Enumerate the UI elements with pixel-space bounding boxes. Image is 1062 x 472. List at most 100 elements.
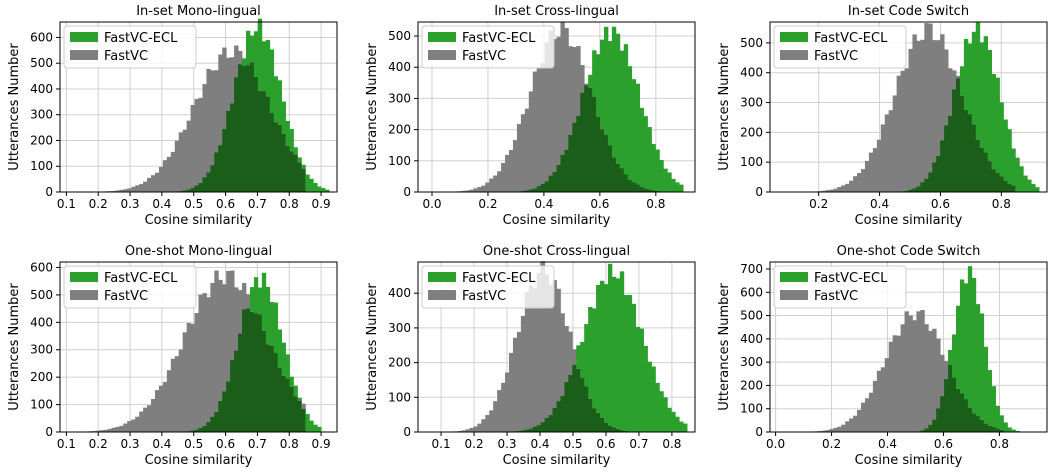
bar-fastvc bbox=[944, 361, 948, 379]
bar-fastvc bbox=[572, 47, 576, 123]
bar-overlap bbox=[199, 428, 203, 432]
bar-fastvc-ecl bbox=[988, 50, 992, 161]
bar-fastvc bbox=[560, 22, 564, 154]
bar-fastvc-ecl bbox=[980, 313, 984, 419]
bar-fastvc bbox=[477, 424, 481, 432]
bar-fastvc bbox=[909, 49, 913, 190]
bar-overlap bbox=[980, 420, 984, 432]
bar-fastvc bbox=[861, 169, 865, 192]
bar-fastvc bbox=[932, 40, 936, 162]
bar-overlap bbox=[920, 182, 924, 192]
y-tick-label: 200 bbox=[388, 123, 411, 137]
bar-fastvc-ecl bbox=[612, 27, 616, 158]
y-tick-label: 0 bbox=[403, 425, 411, 439]
bar-overlap bbox=[218, 401, 222, 432]
x-tick-label: 0.7 bbox=[629, 437, 648, 451]
bar-fastvc-ecl bbox=[671, 412, 675, 432]
bar-fastvc-ecl bbox=[984, 36, 988, 152]
bar-fastvc-ecl bbox=[313, 183, 317, 192]
bar-fastvc bbox=[509, 150, 513, 192]
x-axis-label: Cosine similarity bbox=[503, 213, 611, 228]
bar-overlap bbox=[588, 88, 592, 192]
y-tick-label: 100 bbox=[388, 390, 411, 404]
bar-fastvc bbox=[179, 132, 183, 191]
bar-overlap bbox=[596, 413, 600, 432]
bar-fastvc bbox=[845, 421, 849, 432]
bar-fastvc bbox=[877, 371, 881, 432]
bar-fastvc bbox=[163, 160, 167, 192]
bar-overlap bbox=[568, 375, 572, 432]
bar-overlap bbox=[210, 165, 214, 192]
bar-overlap bbox=[924, 428, 928, 432]
bar-fastvc bbox=[489, 179, 493, 192]
x-tick-label: 0.7 bbox=[248, 437, 267, 451]
bar-overlap bbox=[956, 78, 960, 192]
bar-fastvc bbox=[301, 404, 305, 409]
bar-fastvc bbox=[897, 76, 901, 192]
bar-fastvc-ecl bbox=[254, 277, 258, 313]
bar-overlap bbox=[278, 368, 282, 432]
bar-fastvc bbox=[493, 175, 497, 191]
bar-fastvc-ecl bbox=[588, 307, 592, 399]
bar-fastvc bbox=[920, 40, 924, 182]
bar-fastvc-ecl bbox=[659, 391, 663, 432]
bar-overlap bbox=[572, 123, 576, 192]
bar-fastvc-ecl bbox=[948, 350, 952, 365]
bar-fastvc bbox=[159, 386, 163, 432]
bar-fastvc bbox=[477, 187, 481, 192]
legend-swatch bbox=[428, 50, 456, 60]
bar-overlap bbox=[972, 413, 976, 432]
bar-fastvc bbox=[210, 70, 214, 165]
bar-fastvc-ecl bbox=[600, 281, 604, 418]
bar-fastvc-ecl bbox=[293, 147, 297, 154]
x-tick-label: 0.8 bbox=[990, 437, 1009, 451]
bar-fastvc bbox=[928, 331, 932, 425]
y-tick-label: 200 bbox=[388, 356, 411, 370]
bar-fastvc bbox=[897, 336, 901, 432]
y-axis-label: Utterances Number bbox=[365, 43, 380, 171]
bar-fastvc bbox=[230, 57, 234, 103]
y-tick-label: 300 bbox=[388, 321, 411, 335]
bar-overlap bbox=[984, 153, 988, 192]
bar-fastvc bbox=[509, 353, 513, 432]
bar-fastvc bbox=[837, 427, 841, 432]
bar-overlap bbox=[608, 426, 612, 432]
y-tick-label: 500 bbox=[740, 309, 763, 323]
bar-fastvc-ecl bbox=[604, 284, 608, 423]
bar-fastvc bbox=[857, 173, 861, 192]
bar-fastvc bbox=[191, 324, 195, 431]
bar-fastvc-ecl bbox=[992, 74, 996, 169]
bar-overlap bbox=[928, 425, 932, 432]
bar-fastvc bbox=[505, 155, 509, 192]
y-tick-label: 200 bbox=[30, 370, 53, 384]
bar-fastvc bbox=[111, 428, 115, 432]
y-tick-label: 100 bbox=[740, 155, 763, 169]
x-tick-label: 0.4 bbox=[870, 197, 889, 211]
y-tick-label: 0 bbox=[403, 185, 411, 199]
bar-fastvc-ecl bbox=[604, 27, 608, 135]
legend-swatch bbox=[70, 290, 98, 300]
bar-fastvc-ecl bbox=[992, 386, 996, 427]
bar-overlap bbox=[537, 186, 541, 192]
bar-fastvc bbox=[481, 186, 485, 192]
bar-overlap bbox=[206, 422, 210, 432]
bar-fastvc bbox=[151, 175, 155, 192]
bar-fastvc bbox=[865, 398, 869, 432]
bar-overlap bbox=[976, 140, 980, 192]
bar-fastvc bbox=[873, 148, 877, 192]
bar-overlap bbox=[640, 187, 644, 192]
x-tick-label: 0.2 bbox=[465, 437, 484, 451]
bar-fastvc bbox=[183, 332, 187, 431]
bar-fastvc bbox=[131, 419, 135, 432]
bar-overlap bbox=[560, 155, 564, 192]
y-tick-label: 100 bbox=[388, 154, 411, 168]
bar-fastvc bbox=[195, 313, 199, 430]
bar-fastvc bbox=[853, 416, 857, 432]
bar-fastvc bbox=[841, 185, 845, 192]
y-axis-label: Utterances Number bbox=[7, 43, 22, 171]
bar-overlap bbox=[1003, 181, 1007, 192]
x-tick-label: 0.5 bbox=[184, 197, 203, 211]
bar-overlap bbox=[234, 351, 238, 432]
